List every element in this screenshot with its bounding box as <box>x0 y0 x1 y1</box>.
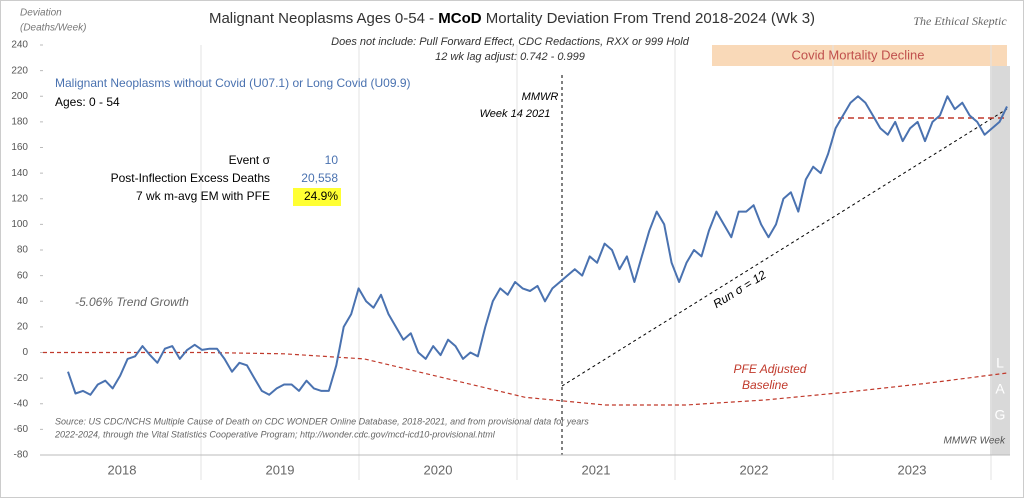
mmwr-note: MMWR <box>522 91 559 103</box>
x-tick-label: 2018 <box>108 462 137 477</box>
baseline-label: Baseline <box>742 378 788 392</box>
x-tick-label: 2020 <box>424 462 453 477</box>
y-tick-label: -60 <box>14 424 29 435</box>
source: 2022-2024, through the Vital Statistics … <box>54 429 496 439</box>
y-tick-label: -20 <box>14 373 29 384</box>
y-tick-label: 200 <box>11 91 28 102</box>
y-label: (Deaths/Week) <box>20 23 87 34</box>
decline-band <box>712 45 1007 66</box>
watermark: The Ethical Skeptic <box>913 14 1007 28</box>
baseline-label: PFE Adjusted <box>734 362 807 376</box>
y-tick-label: 140 <box>11 168 28 179</box>
y-tick-label: -80 <box>14 450 29 461</box>
stat-value: 20,558 <box>301 171 338 185</box>
subtitle: 12 wk lag adjust: 0.742 - 0.999 <box>435 51 585 63</box>
y-tick-label: 60 <box>17 270 29 281</box>
y-tick-label: 0 <box>22 347 28 358</box>
highlight <box>293 188 341 206</box>
y-tick-label: 120 <box>11 193 28 204</box>
stat-label: Post-Inflection Excess Deaths <box>111 171 270 185</box>
decline-label: Covid Mortality Decline <box>792 47 925 62</box>
y-tick-label: 20 <box>17 322 29 333</box>
stat-label: 7 wk m-avg EM with PFE <box>136 189 270 203</box>
y-tick-label: 180 <box>11 117 28 128</box>
lag-band <box>990 66 1010 455</box>
x-tick-label: 2023 <box>898 462 927 477</box>
y-tick-label: 220 <box>11 65 28 76</box>
x-tick-label: 2022 <box>740 462 769 477</box>
data-line <box>67 95 1008 396</box>
chart-title: Malignant Neoplasms Ages 0-54 - MCoD Mor… <box>209 10 815 27</box>
source: Source: US CDC/NCHS Multiple Cause of De… <box>55 416 589 426</box>
trend-note: -5.06% Trend Growth <box>75 295 189 309</box>
y-label: Deviation <box>20 8 62 19</box>
ages: Ages: 0 - 54 <box>55 95 120 109</box>
x-label: MMWR Week <box>944 436 1006 447</box>
stat-value: 10 <box>325 153 339 167</box>
x-tick-label: 2021 <box>582 462 611 477</box>
y-tick-label: 80 <box>17 245 29 256</box>
mmwr-note: Week 14 2021 <box>480 108 551 120</box>
subtitle: Does not include: Pull Forward Effect, C… <box>331 36 690 48</box>
x-tick-label: 2019 <box>266 462 295 477</box>
lag-label: G <box>995 407 1006 423</box>
lag-label: A <box>995 381 1005 397</box>
lag-label: L <box>996 355 1004 371</box>
y-tick-label: 100 <box>11 219 28 230</box>
baseline-line <box>43 351 1008 406</box>
stat-value: 24.9% <box>304 189 338 203</box>
y-tick-label: 160 <box>11 142 28 153</box>
legend-entry: Malignant Neoplasms without Covid (U07.1… <box>55 76 411 90</box>
y-tick-label: 40 <box>17 296 29 307</box>
y-tick-label: -40 <box>14 398 29 409</box>
stat-label: Event σ <box>229 153 271 167</box>
y-tick-label: 240 <box>11 40 28 51</box>
